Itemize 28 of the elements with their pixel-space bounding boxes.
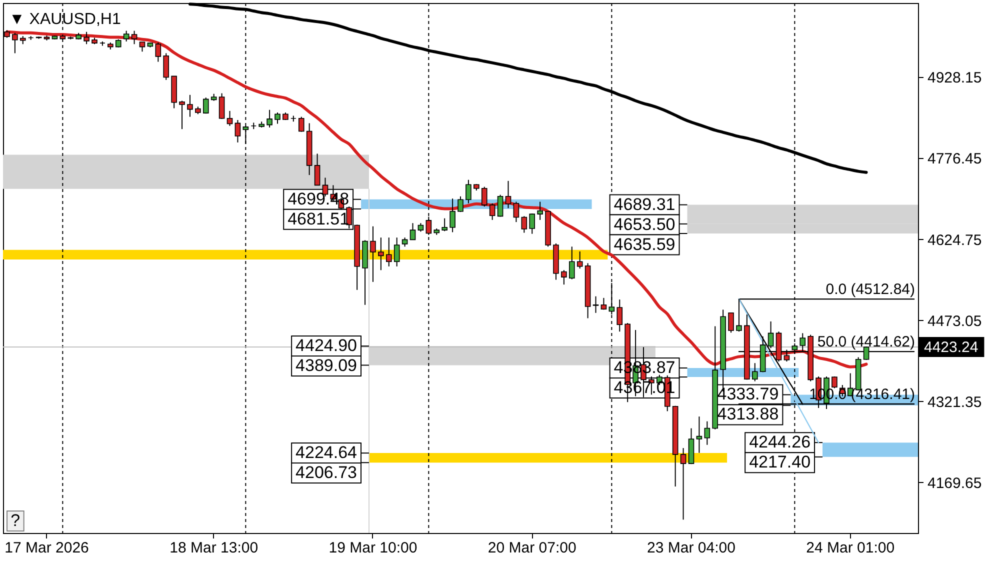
annotation: 4224.64: [296, 443, 357, 462]
annotation: 4389.09: [296, 356, 357, 376]
y-tick-label: 4169.65: [928, 474, 982, 492]
annotation: 4217.40: [749, 452, 811, 472]
annotation: 4635.59: [614, 234, 676, 254]
chart-title: ▼ XAUUSD,H1: [9, 11, 121, 28]
x-tick-label: 24 Mar 01:00: [806, 540, 895, 556]
annotation: 4424.90: [296, 336, 357, 356]
x-tick-label: 17 Mar 2026: [4, 540, 89, 556]
x-tick-label: 20 Mar 07:00: [488, 540, 576, 556]
annotation: 4689.31: [614, 194, 676, 214]
y-tick-label: 4776.45: [928, 150, 982, 168]
annotation: 50.0 (4414.62): [817, 334, 915, 351]
annotation: ?: [10, 511, 20, 530]
annotation: 4333.79: [717, 384, 779, 404]
y-tick-label: 4473.05: [928, 312, 982, 330]
annotation: 4653.50: [614, 214, 676, 234]
annotation: 0.0 (4512.84): [826, 281, 915, 298]
ref-line-label: 4423.24: [924, 338, 978, 356]
annotation: 4244.26: [749, 432, 811, 452]
x-tick-label: 19 Mar 10:00: [328, 540, 418, 556]
y-tick-label: 4928.15: [928, 70, 982, 87]
y-tick-label: 4321.35: [928, 394, 982, 411]
annotation: 4206.73: [296, 463, 357, 482]
x-tick-label: 23 Mar 04:00: [647, 540, 736, 556]
annotation: 4313.88: [717, 404, 779, 424]
x-tick-label: 18 Mar 13:00: [170, 540, 258, 556]
y-tick-label: 4624.75: [928, 232, 982, 249]
